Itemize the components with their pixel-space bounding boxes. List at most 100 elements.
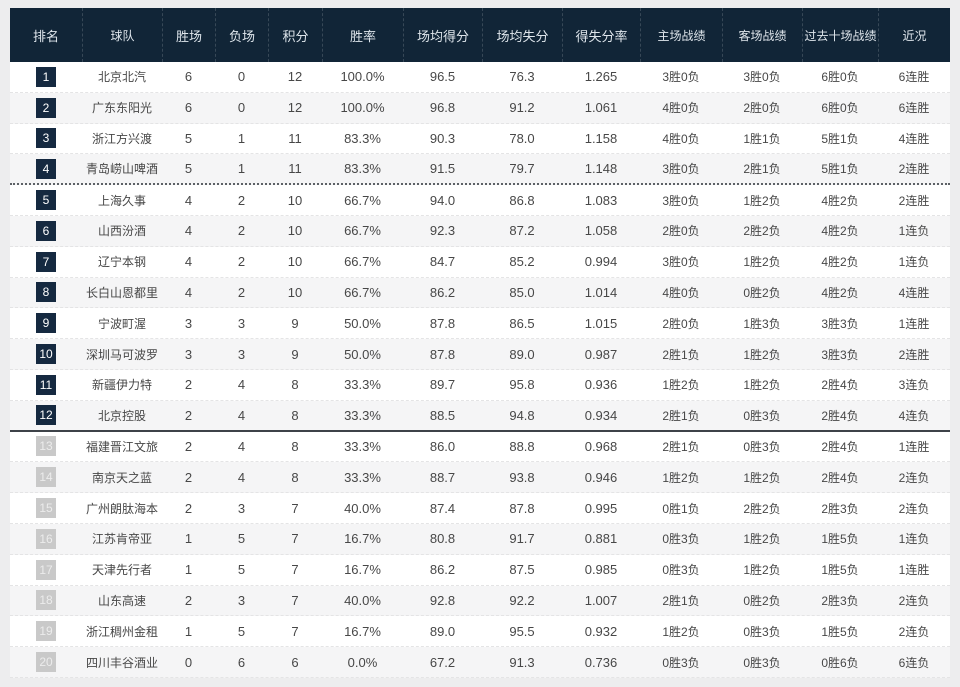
- cell-avg-scored: 88.7: [429, 469, 456, 485]
- cell-away-record: 1胜1负: [743, 131, 781, 146]
- cell-last10-record: 1胜5负: [821, 563, 859, 578]
- cell-avg-allowed: 85.2: [509, 254, 535, 270]
- cell-points: 6: [291, 654, 299, 670]
- cell-home-record: 3胜0负: [662, 193, 700, 208]
- rank-badge: 18: [36, 590, 56, 611]
- cell-avg-scored: 87.4: [429, 500, 456, 516]
- cell-recent-form: 4连负: [898, 408, 930, 423]
- cell-away-record: 0胜3负: [743, 624, 781, 639]
- cell-rank: 14: [10, 462, 82, 492]
- cell-wins: 2: [184, 438, 193, 454]
- cell-wins: 6: [184, 69, 193, 85]
- cell-avg-scored: 90.3: [429, 130, 456, 146]
- table-row: 2 广东东阳光 6 0 12 100.0% 96.8 91.2 1.061 4胜0负 2胜0负 6胜0…: [10, 92, 950, 124]
- cell-wins: 2: [184, 407, 193, 423]
- cell-team: 青岛崂山啤酒: [85, 162, 158, 177]
- cell-away-record: 1胜2负: [743, 532, 781, 547]
- table-row: 19 浙江稠州金租 1 5 7 16.7% 89.0 95.5 0.932 1胜2负 0胜3负 1胜5…: [10, 616, 950, 648]
- table-row: 6 山西汾酒 4 2 10 66.7% 92.3 87.2 1.058 2胜0负 2胜2负 4胜2负 1…: [10, 215, 950, 247]
- cell-recent-form: 1连胜: [898, 439, 930, 454]
- cell-losses: 2: [237, 223, 246, 239]
- cell-rank: 5: [10, 185, 82, 215]
- cell-last10-record: 2胜3负: [821, 593, 859, 608]
- cell-score-ratio: 0.934: [584, 407, 618, 423]
- col-header-away-record: 客场战绩: [722, 8, 802, 62]
- cell-avg-scored: 94.0: [429, 192, 456, 208]
- cell-win-rate: 16.7%: [344, 562, 381, 578]
- table-row: 17 天津先行者 1 5 7 16.7% 86.2 87.5 0.985 0胜3负 1胜2负 1胜5负…: [10, 554, 950, 586]
- cell-avg-allowed: 79.7: [509, 161, 535, 177]
- cell-home-record: 2胜1负: [662, 347, 700, 362]
- cell-recent-form: 4连胜: [898, 285, 930, 300]
- cell-avg-scored: 86.0: [429, 438, 456, 454]
- cell-win-rate: 40.0%: [344, 500, 381, 516]
- cell-team: 长白山恩都里: [85, 285, 158, 300]
- cell-score-ratio: 0.987: [584, 346, 618, 362]
- cell-avg-scored: 92.3: [429, 223, 456, 239]
- cell-avg-allowed: 87.5: [509, 562, 535, 578]
- table-row: 15 广州朗肽海本 2 3 7 40.0% 87.4 87.8 0.995 0胜1负 2胜2负 2胜3…: [10, 493, 950, 524]
- cell-away-record: 1胜2负: [743, 193, 781, 208]
- cell-team: 浙江稠州金租: [85, 624, 158, 639]
- table-row: 7 辽宁本钢 4 2 10 66.7% 84.7 85.2 0.994 3胜0负 1胜2负 4胜2负 1…: [10, 246, 950, 278]
- cell-last10-record: 4胜2负: [821, 193, 859, 208]
- cell-avg-allowed: 86.8: [509, 192, 535, 208]
- cell-recent-form: 1连负: [898, 255, 930, 270]
- cell-recent-form: 1连胜: [898, 316, 930, 331]
- cell-team: 天津先行者: [91, 563, 152, 578]
- cell-losses: 5: [237, 623, 246, 639]
- cell-wins: 1: [184, 623, 193, 639]
- cell-last10-record: 4胜2负: [821, 255, 859, 270]
- cell-score-ratio: 1.058: [584, 223, 618, 239]
- cell-recent-form: 2连胜: [898, 347, 930, 362]
- cell-last10-record: 2胜4负: [821, 470, 859, 485]
- cell-score-ratio: 1.007: [584, 592, 618, 608]
- cell-last10-record: 2胜4负: [821, 439, 859, 454]
- col-header-losses: 负场: [215, 8, 268, 62]
- cell-team: 宁波町渥: [97, 316, 146, 331]
- cell-avg-scored: 84.7: [429, 254, 456, 270]
- cell-last10-record: 2胜3负: [821, 501, 859, 516]
- cell-team: 广州朗肽海本: [85, 501, 158, 516]
- cell-team: 山西汾酒: [97, 224, 146, 239]
- cell-last10-record: 4胜2负: [821, 285, 859, 300]
- cell-score-ratio: 1.083: [584, 192, 618, 208]
- rank-badge: 1: [36, 66, 56, 87]
- rank-badge: 14: [36, 467, 56, 488]
- cell-avg-scored: 91.5: [429, 161, 456, 177]
- cell-avg-scored: 87.8: [429, 315, 456, 331]
- cell-rank: 9: [10, 308, 82, 338]
- table-body: 1 北京北汽 6 0 12 100.0% 96.5 76.3 1.265 3胜0负 3胜0负 6胜0负…: [10, 62, 950, 678]
- cell-home-record: 2胜1负: [662, 439, 700, 454]
- table-row: 10 深圳马可波罗 3 3 9 50.0% 87.8 89.0 0.987 2胜1负 1胜2负 3胜3…: [10, 339, 950, 370]
- cell-team: 福建晋江文旅: [85, 439, 158, 454]
- cell-score-ratio: 1.148: [584, 161, 618, 177]
- cell-home-record: 3胜0负: [662, 70, 700, 85]
- cell-score-ratio: 0.936: [584, 377, 618, 393]
- rank-badge: 3: [36, 128, 56, 149]
- cell-avg-allowed: 87.2: [509, 223, 535, 239]
- cell-win-rate: 83.3%: [344, 161, 381, 177]
- cell-recent-form: 2连负: [898, 470, 930, 485]
- cell-points: 10: [287, 284, 303, 300]
- cell-away-record: 1胜2负: [743, 347, 781, 362]
- cell-win-rate: 66.7%: [344, 254, 381, 270]
- col-header-points: 积分: [268, 8, 322, 62]
- col-header-score-ratio: 得失分率: [562, 8, 640, 62]
- cell-home-record: 4胜0负: [662, 101, 700, 116]
- cell-avg-scored: 80.8: [429, 531, 456, 547]
- cell-win-rate: 50.0%: [344, 346, 381, 362]
- cell-rank: 6: [10, 216, 82, 246]
- cell-avg-allowed: 85.0: [509, 284, 535, 300]
- cell-rank: 16: [10, 524, 82, 554]
- cell-recent-form: 2连胜: [898, 193, 930, 208]
- cell-rank: 11: [10, 370, 82, 400]
- cell-score-ratio: 1.265: [584, 69, 618, 85]
- cell-win-rate: 100.0%: [340, 100, 385, 116]
- cell-home-record: 4胜0负: [662, 285, 700, 300]
- cell-losses: 2: [237, 254, 246, 270]
- cell-rank: 13: [10, 432, 82, 462]
- col-header-avg-allowed: 场均失分: [482, 8, 562, 62]
- cell-rank: 18: [10, 586, 82, 616]
- cell-score-ratio: 1.014: [584, 284, 618, 300]
